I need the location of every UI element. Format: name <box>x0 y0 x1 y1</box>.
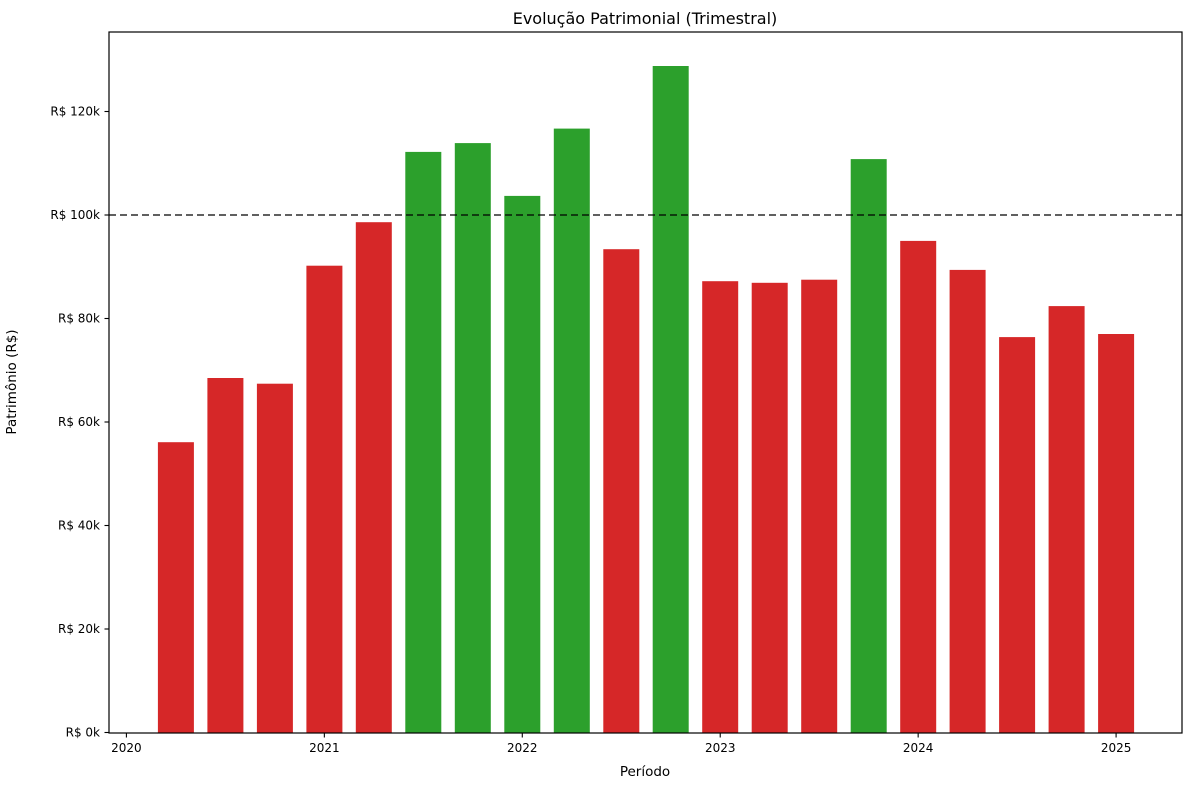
x-tick-label: 2021 <box>309 741 340 755</box>
x-tick-label: 2025 <box>1101 741 1132 755</box>
bar-2023-Q2 <box>751 282 788 733</box>
y-tick-label: R$ 20k <box>58 622 100 636</box>
bar-2022-Q2 <box>553 128 590 734</box>
bar-2023-Q4 <box>850 159 887 734</box>
y-tick-label: R$ 0k <box>66 726 100 740</box>
bar-2024-Q2 <box>949 269 986 733</box>
bar-2023-Q3 <box>801 279 838 733</box>
bar-2022-Q4 <box>652 66 689 733</box>
x-axis-label: Período <box>620 764 670 780</box>
y-tick-label: R$ 40k <box>58 519 100 533</box>
x-tick-label: 2023 <box>705 741 736 755</box>
plot-area: R$ 0k R$ 20k R$ 40k R$ 60k R$ 80k R$ 100k R$ 1… <box>50 31 1183 755</box>
y-tick-label: R$ 120k <box>50 105 100 119</box>
y-axis-label: Patrimônio (R$) <box>4 329 20 434</box>
x-tick-label: 2020 <box>111 741 142 755</box>
y-tick-label: R$ 80k <box>58 312 100 326</box>
bar-2022-Q3 <box>603 249 640 733</box>
bar-2021-Q4 <box>454 143 491 734</box>
bar-2024-Q1 <box>900 240 937 733</box>
bar-2024-Q3 <box>999 337 1036 733</box>
axes-frame <box>108 31 1183 734</box>
bar-2023-Q1 <box>702 281 739 733</box>
x-tick-label: 2024 <box>903 741 934 755</box>
bar-2024-Q4 <box>1048 306 1085 733</box>
bar-2025-Q1 <box>1098 334 1135 733</box>
bar-2021-Q2 <box>355 222 392 733</box>
chart-title: Evolução Patrimonial (Trimestral) <box>513 9 778 28</box>
bar-2021-Q1 <box>306 265 343 733</box>
bar-2020-Q3 <box>207 378 244 733</box>
bar-2021-Q3 <box>405 151 442 733</box>
y-tick-label: R$ 100k <box>50 208 100 222</box>
bar-2022-Q1 <box>504 195 541 733</box>
bar-2020-Q4 <box>256 383 293 733</box>
y-tick-label: R$ 60k <box>58 415 100 429</box>
bar-2020-Q2 <box>157 442 194 733</box>
x-tick-label: 2022 <box>507 741 538 755</box>
